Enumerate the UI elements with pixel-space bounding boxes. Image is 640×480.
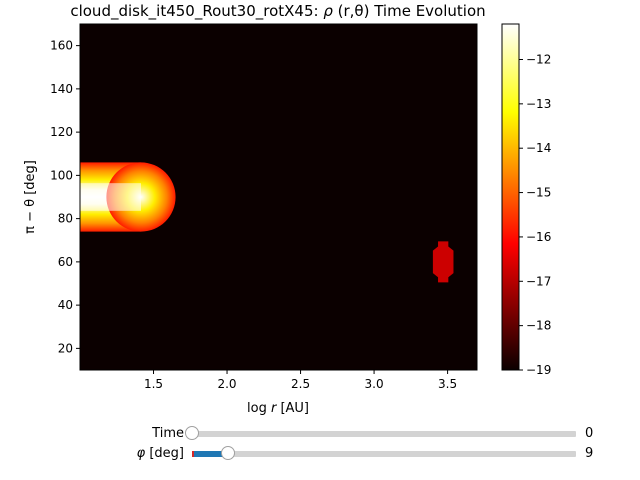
colorbar-tick-label: −13 <box>526 97 551 111</box>
x-tick-label: 3.5 <box>438 377 457 391</box>
y-tick-label: 80 <box>58 212 73 226</box>
colorbar-tick-label: −18 <box>526 319 551 333</box>
phi-slider-label: φ [deg] <box>136 446 184 461</box>
phi-slider[interactable]: φ [deg] 9 <box>0 444 640 464</box>
density-blob <box>432 241 454 283</box>
colorbar-tick-label: −19 <box>526 363 551 377</box>
inner-disk-core <box>80 183 141 211</box>
colorbar-tick-label: −15 <box>526 186 551 200</box>
plot-frame <box>79 23 478 371</box>
colorbar-tick-label: −16 <box>526 230 551 244</box>
heatmap-plot-area <box>79 23 478 371</box>
time-slider-value: 0 <box>585 426 594 441</box>
x-tick-label: 3.0 <box>365 377 384 391</box>
colorbar-tick-label: −17 <box>526 274 551 288</box>
y-tick-label: 120 <box>50 125 73 139</box>
phi-slider-value: 9 <box>585 446 594 461</box>
phi-slider-fill <box>192 451 229 457</box>
x-axis-label: log r [AU] <box>247 401 309 416</box>
y-tick-label: 140 <box>50 82 73 96</box>
time-slider-handle[interactable] <box>185 426 199 440</box>
colorbar-tick-label: −14 <box>526 141 551 155</box>
x-tick-label: 1.5 <box>144 377 163 391</box>
x-tick-label: 2.0 <box>217 377 236 391</box>
time-slider-label: Time <box>152 426 184 441</box>
y-tick-label: 40 <box>58 298 73 312</box>
colorbar-gradient <box>501 23 520 371</box>
y-tick-label: 160 <box>50 39 73 53</box>
y-axis-label: π − θ [deg] <box>23 160 38 234</box>
x-axis-ticks: 1.5 2.0 2.5 3.0 3.5 <box>144 370 457 391</box>
colorbar-ticks: −19 −18 −17 −16 −15 −14 −13 −12 <box>519 52 551 377</box>
phi-slider-handle[interactable] <box>221 446 236 460</box>
y-tick-label: 100 <box>50 168 73 182</box>
colorbar-tick-label: −12 <box>526 52 551 66</box>
y-axis-ticks: 20 40 60 80 100 120 140 160 <box>50 39 80 355</box>
x-tick-label: 2.5 <box>291 377 310 391</box>
chart-title: cloud_disk_it450_Rout30_rotX45: ρ (r,θ) … <box>70 2 485 21</box>
colorbar: −19 −18 −17 −16 −15 −14 −13 −12 <box>501 23 551 377</box>
y-tick-label: 60 <box>58 255 73 269</box>
y-tick-label: 20 <box>58 341 73 355</box>
phi-slider-track[interactable] <box>192 446 576 460</box>
time-slider[interactable]: Time 0 <box>0 424 640 444</box>
time-slider-track[interactable] <box>185 426 576 440</box>
